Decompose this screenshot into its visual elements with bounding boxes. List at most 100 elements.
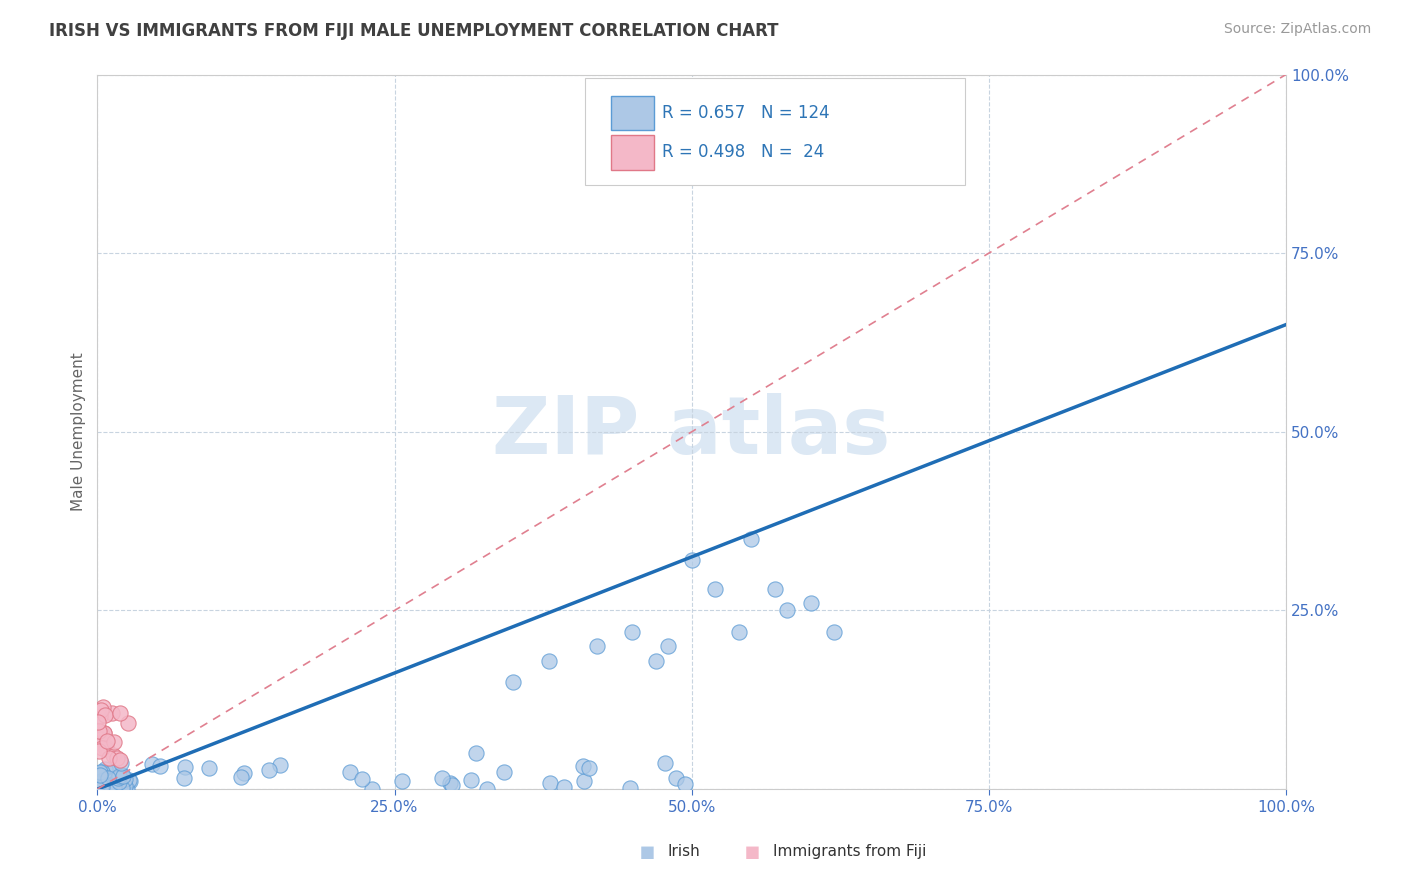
Text: Irish: Irish [668,845,700,859]
Point [89,780,111,794]
Point [97,774,120,789]
Point [460,772,482,787]
Point [110,781,132,796]
Point [110,771,132,785]
Point [87,744,110,758]
Point [90,769,112,783]
Point [96,774,118,789]
Point [87,723,110,738]
Point [87,776,110,790]
Point [477,781,499,796]
Point [94,773,117,788]
Point [107,778,129,792]
Point [110,769,132,783]
Point [101,765,124,780]
Point [114,779,136,793]
Point [96,772,118,786]
Point [97,777,120,791]
FancyBboxPatch shape [610,136,654,169]
Point [665,771,688,785]
Point [91,764,114,779]
Point [464,746,486,760]
Point [89,709,111,723]
Point [776,603,799,617]
Point [90,779,112,793]
Point [98,777,121,791]
Point [89,765,111,780]
Point [91,741,114,756]
Point [103,780,125,795]
Point [91,767,114,781]
Point [117,715,139,730]
Point [87,714,110,729]
Point [90,777,112,791]
Point [391,774,413,789]
Point [111,769,134,783]
Point [619,780,641,795]
Point [107,774,129,789]
Point [93,770,115,784]
Point [115,780,138,795]
Point [91,778,114,792]
Point [89,772,111,787]
Point [93,775,115,789]
Point [339,764,361,779]
Point [538,776,561,790]
Point [823,624,845,639]
Text: R = 0.657   N = 124: R = 0.657 N = 124 [662,104,830,122]
Point [269,757,291,772]
Point [141,756,163,771]
Point [107,775,129,789]
Point [107,777,129,791]
Point [198,761,221,775]
Point [103,735,125,749]
Point [90,779,112,793]
Point [101,747,124,762]
Point [118,774,141,789]
Point [107,775,129,789]
Point [173,760,195,774]
Point [86,777,108,791]
Point [350,772,373,786]
Point [96,742,118,756]
Point [114,772,136,786]
Point [553,780,575,794]
Point [93,781,115,796]
Point [657,639,679,653]
Point [432,771,454,785]
Point [440,778,463,792]
Point [704,582,727,596]
Point [111,775,134,789]
Point [90,702,112,716]
Point [101,780,124,794]
Point [94,772,117,786]
Point [673,776,696,790]
FancyBboxPatch shape [610,96,654,130]
Point [110,756,132,771]
Point [572,759,595,773]
Point [87,778,110,792]
Point [97,776,120,790]
Point [89,737,111,751]
Point [94,772,117,786]
Point [87,770,110,784]
Point [259,763,281,777]
Point [494,764,516,779]
Point [101,773,124,788]
Point [89,732,111,747]
Point [89,771,111,785]
Point [232,766,254,780]
Point [115,782,138,797]
Point [94,762,117,776]
Point [439,776,461,790]
Point [361,782,384,797]
Point [108,753,131,767]
Point [578,762,600,776]
Point [108,706,131,721]
Point [94,771,117,785]
Point [91,780,114,795]
Point [105,751,128,765]
Point [107,771,129,785]
Point [87,778,110,792]
Text: Immigrants from Fiji: Immigrants from Fiji [773,845,927,859]
